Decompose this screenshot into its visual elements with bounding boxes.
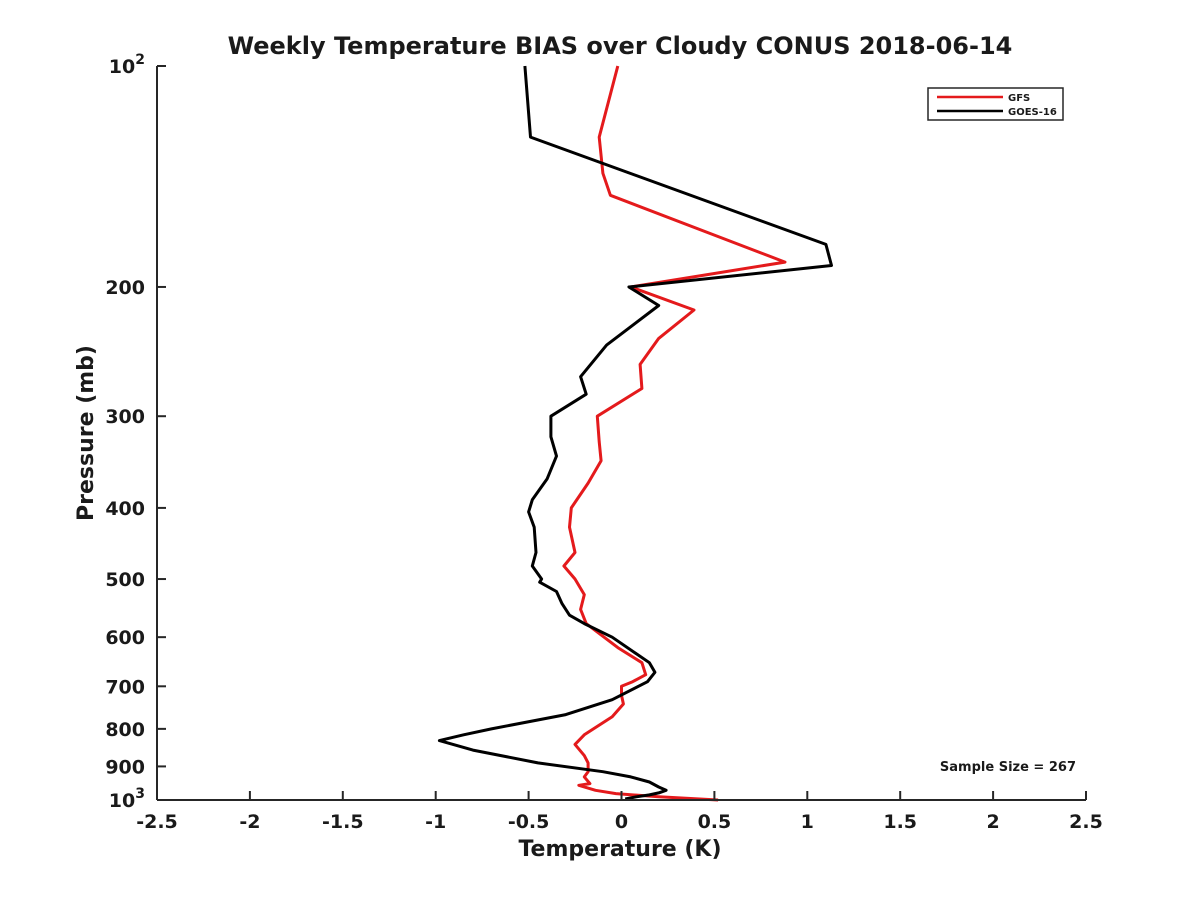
x-tick-label: 1.5 xyxy=(883,811,917,833)
x-tick-label: -2.5 xyxy=(136,811,178,833)
y-tick-label: 400 xyxy=(105,498,145,520)
y-tick-label: 103 xyxy=(109,786,145,812)
x-tick-label: 0.5 xyxy=(698,811,732,833)
plot-area: -2.5 -2 -1.5 -1 -0.5 0 0.5 1 1.5 2 2.5 102 200 300 40… xyxy=(105,52,1103,833)
x-tick-label: 0 xyxy=(615,811,628,833)
x-axis-ticks: -2.5 -2 -1.5 -1 -0.5 0 0.5 1 1.5 2 2.5 xyxy=(136,791,1103,833)
legend-label-goes16: GOES-16 xyxy=(1008,107,1057,118)
y-tick-label: 600 xyxy=(105,627,145,649)
legend: GFS GOES-16 xyxy=(927,87,1064,121)
y-axis-label: Pressure (mb) xyxy=(74,345,99,521)
y-tick-label: 800 xyxy=(105,719,145,741)
x-tick-label: 2.5 xyxy=(1069,811,1103,833)
x-tick-label: -1.5 xyxy=(322,811,364,833)
y-tick-label: 900 xyxy=(105,756,145,778)
y-tick-label: 300 xyxy=(105,406,145,428)
chart-title: Weekly Temperature BIAS over Cloudy CONU… xyxy=(228,32,1013,60)
y-tick-label: 500 xyxy=(105,569,145,591)
y-tick-label: 700 xyxy=(105,676,145,698)
series-layer xyxy=(437,65,833,802)
x-tick-label: 2 xyxy=(986,811,999,833)
legend-label-gfs: GFS xyxy=(1008,93,1030,104)
x-tick-label: 1 xyxy=(801,811,814,833)
y-tick-label: 102 xyxy=(109,52,145,78)
x-tick-label: -2 xyxy=(239,811,260,833)
x-axis-label: Temperature (K) xyxy=(518,837,721,862)
sample-size-annotation: Sample Size = 267 xyxy=(940,760,1076,775)
y-tick-label: 200 xyxy=(105,277,145,299)
series-line-gfs xyxy=(562,65,787,802)
x-tick-label: -1 xyxy=(425,811,446,833)
series-line-goes16 xyxy=(437,65,833,801)
y-axis-ticks: 102 200 300 400 500 600 700 800 900 103 xyxy=(105,52,166,812)
x-tick-label: -0.5 xyxy=(508,811,550,833)
legend-box xyxy=(927,87,1064,121)
